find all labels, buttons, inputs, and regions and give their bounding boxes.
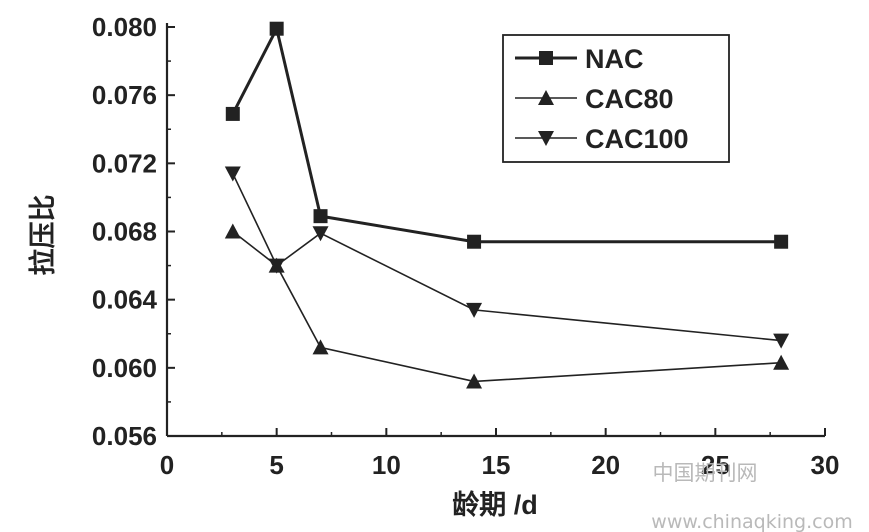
series-cac100 (224, 166, 790, 349)
x-tick-label: 10 (372, 450, 401, 480)
x-axis-title: 龄期 /d (452, 489, 538, 520)
cac100-point (268, 258, 285, 274)
cac80-point (224, 223, 241, 239)
x-tick-label: 15 (482, 450, 511, 480)
legend-label-nac: NAC (585, 44, 644, 74)
legend-marker-cac100 (538, 131, 554, 146)
x-tick-label: 5 (269, 450, 283, 480)
legend-marker-cac80 (538, 90, 554, 105)
legend-marker-nac (539, 51, 553, 65)
x-tick-label: 25 (701, 450, 730, 480)
x-tick-label: 0 (160, 450, 174, 480)
series-cac80 (224, 223, 790, 389)
y-tick-label: 0.068 (92, 217, 157, 247)
cac100-point (466, 302, 483, 318)
y-tick-label: 0.060 (92, 353, 157, 383)
x-tick-label: 20 (591, 450, 620, 480)
legend-label-cac100: CAC100 (585, 124, 689, 154)
nac-point (774, 234, 789, 249)
y-tick-label: 0.064 (92, 285, 158, 315)
watermark-line-1: 中国期刊网 (653, 461, 758, 485)
cac80-point (466, 373, 483, 389)
cac80-point (312, 339, 329, 355)
series-nac (225, 21, 789, 249)
series-layer (224, 21, 790, 389)
nac-point (467, 234, 482, 249)
y-tick-label: 0.056 (92, 421, 157, 451)
cac100-point (312, 226, 329, 242)
watermark-line-2: www.chinaqking.com (651, 511, 852, 532)
cac80-point (773, 354, 790, 370)
nac-point (269, 21, 284, 36)
nac-point (313, 209, 328, 224)
y-axis-title: 拉压比 (27, 195, 58, 276)
cac100-point (224, 166, 241, 182)
legend-label-cac80: CAC80 (585, 84, 674, 114)
x-tick-label: 30 (811, 450, 840, 480)
y-tick-label: 0.076 (92, 80, 157, 110)
cac100-point (773, 333, 790, 349)
legend: NAC CAC80 CAC100 (502, 34, 730, 163)
nac-point (225, 106, 240, 121)
axes: 0 5 10 15 20 25 30 0.056 0.060 0.064 0.068 0.072 0.0… (92, 12, 840, 480)
y-tick-label: 0.080 (92, 12, 157, 42)
y-tick-label: 0.072 (92, 148, 157, 178)
cac80-line (232, 230, 782, 383)
